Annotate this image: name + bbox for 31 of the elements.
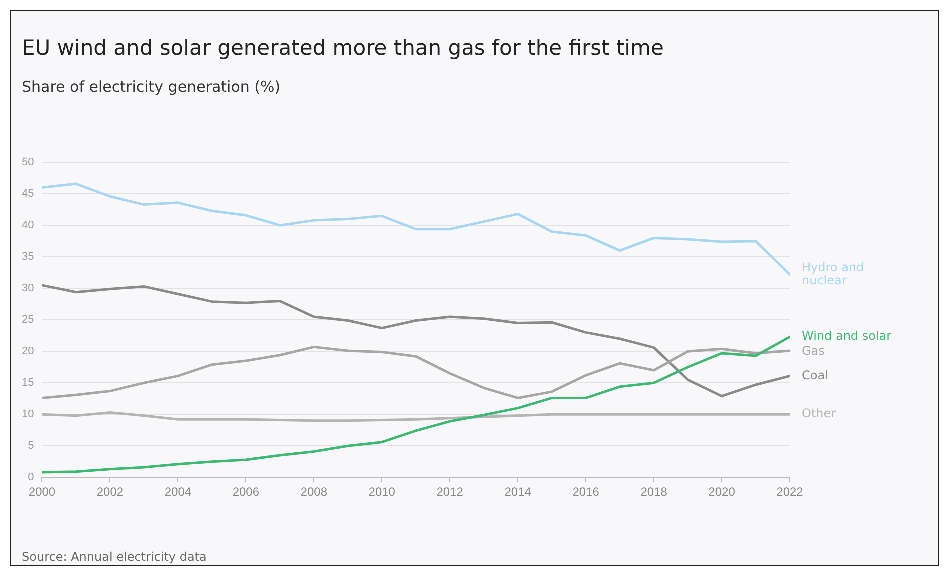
x-tick-label: 2008 [300,485,328,500]
x-tick-label: 2010 [368,485,396,500]
source-note: Source: Annual electricity data [22,550,207,564]
y-tick-label: 30 [22,282,34,295]
series-label: Gas [802,344,825,358]
y-tick-label: 5 [28,440,34,452]
y-tick-label: 0 [28,472,34,484]
series-label: Wind and solar [802,329,892,344]
y-tick-label: 35 [22,251,34,264]
y-tick-label: 25 [22,314,34,326]
x-tick-label: 2022 [776,485,804,500]
x-tick-label: 2012 [436,485,464,500]
x-tick-label: 2020 [708,485,736,500]
y-tick-label: 40 [22,220,34,232]
y-tick-label: 20 [22,346,34,358]
x-tick-label: 2016 [572,485,600,500]
y-tick-label: 10 [22,408,34,421]
x-tick-label: 2006 [232,485,260,500]
chart-subtitle: Share of electricity generation (%) [22,78,281,96]
y-tick-label: 50 [22,156,34,169]
series-label: Coal [802,368,828,382]
chart-title: EU wind and solar generated more than gas for the first time [22,36,664,60]
x-tick-label: 2014 [504,485,532,500]
y-tick-label: 45 [22,188,34,200]
x-tick-label: 2004 [164,485,192,500]
x-tick-label: 2018 [640,485,668,500]
series-label: Other [802,406,836,421]
x-tick-label: 2000 [28,485,56,500]
y-tick-label: 15 [22,377,34,390]
series-label: Hydro and nuclear [802,260,864,288]
x-tick-label: 2002 [96,485,124,500]
